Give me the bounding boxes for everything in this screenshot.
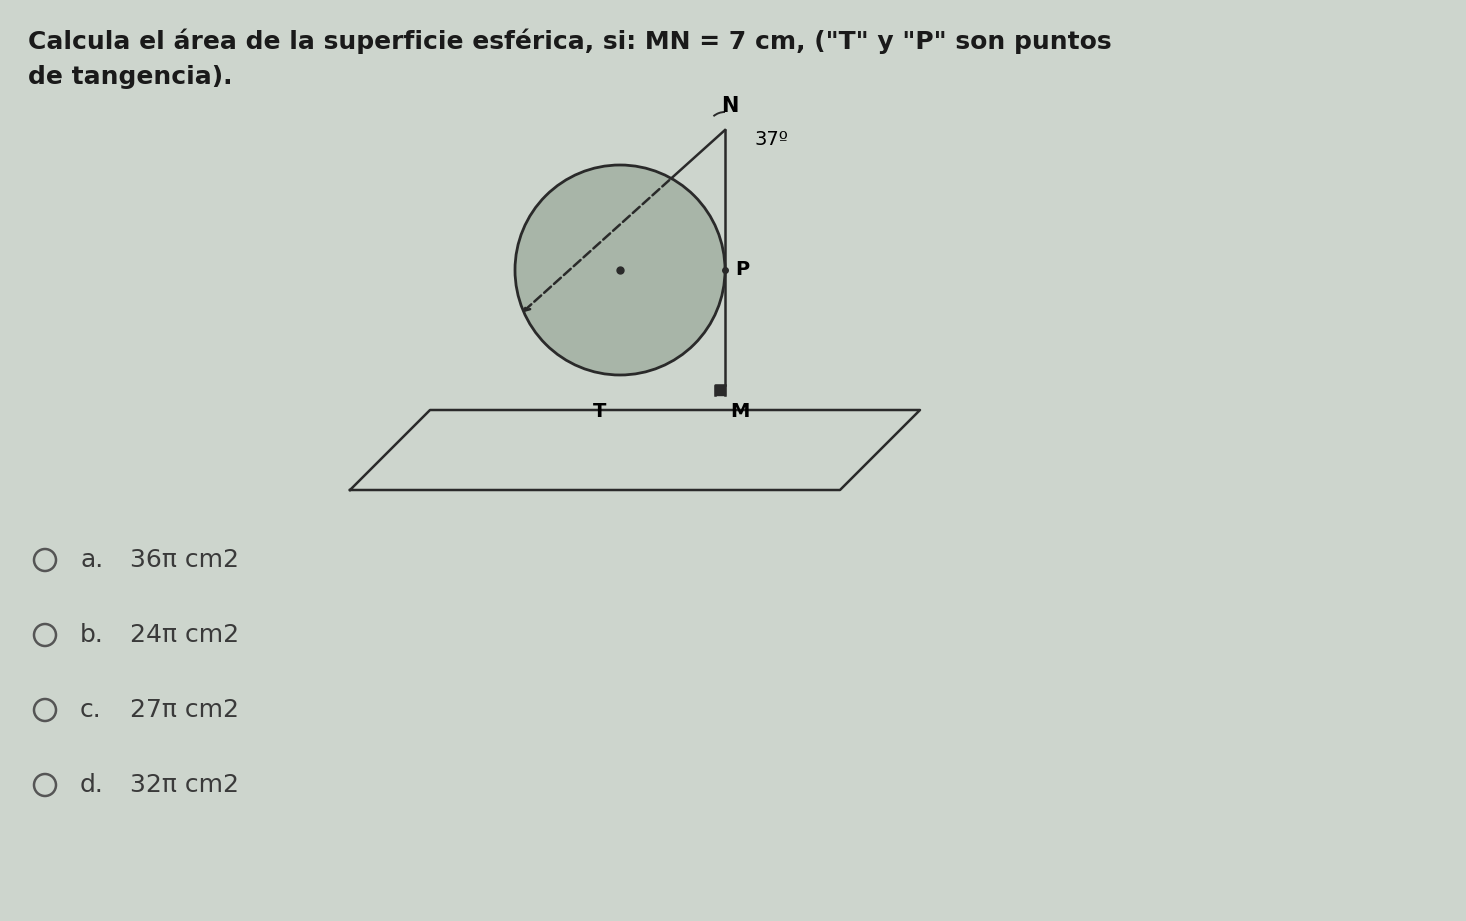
Circle shape — [34, 699, 56, 721]
Circle shape — [34, 774, 56, 796]
Text: 27π cm2: 27π cm2 — [130, 698, 239, 722]
Circle shape — [515, 165, 726, 375]
Text: 24π cm2: 24π cm2 — [130, 623, 239, 647]
Text: 36π cm2: 36π cm2 — [130, 548, 239, 572]
Text: a.: a. — [81, 548, 103, 572]
Text: P: P — [734, 260, 749, 279]
Text: c.: c. — [81, 698, 101, 722]
Circle shape — [34, 549, 56, 571]
Text: de tangencia).: de tangencia). — [28, 65, 233, 89]
Polygon shape — [715, 385, 726, 395]
Text: b.: b. — [81, 623, 104, 647]
Circle shape — [34, 624, 56, 646]
Text: T: T — [594, 402, 607, 421]
Text: d.: d. — [81, 773, 104, 797]
Text: Calcula el área de la superficie esférica, si: MN = 7 cm, ("T" y "P" son puntos: Calcula el área de la superficie esféric… — [28, 28, 1111, 53]
Text: M: M — [730, 402, 749, 421]
Text: 32π cm2: 32π cm2 — [130, 773, 239, 797]
Text: 37º: 37º — [755, 130, 789, 149]
Text: N: N — [721, 96, 739, 116]
